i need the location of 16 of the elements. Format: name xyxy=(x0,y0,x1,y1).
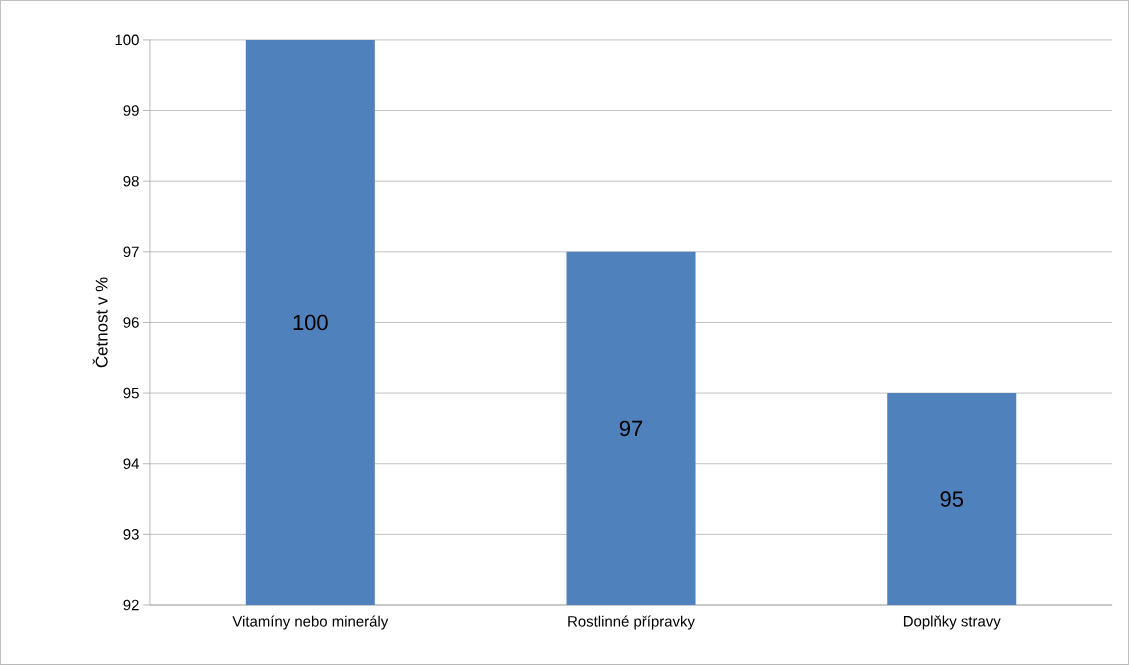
y-tick-label: 97 xyxy=(123,246,139,258)
y-tick-label: 98 xyxy=(123,175,139,187)
y-axis-title: Četnost v % xyxy=(92,277,108,368)
x-tick-label: Rostlinné přípravky xyxy=(568,615,695,630)
x-tick-label: Vitamíny nebo minerály xyxy=(232,615,389,630)
y-tick-label: 99 xyxy=(123,105,139,116)
y-tick-label: 100 xyxy=(115,34,139,46)
y-tick-label: 95 xyxy=(123,387,139,399)
y-tick-label: 93 xyxy=(123,529,139,540)
y-tick-label: 94 xyxy=(123,458,139,470)
x-tick-label: Doplňky stravy xyxy=(903,615,1001,630)
y-tick-label: 96 xyxy=(123,317,139,328)
y-tick-label: 92 xyxy=(123,599,139,611)
data-label: 95 xyxy=(940,491,964,507)
data-label: 97 xyxy=(619,420,643,437)
data-label: 100 xyxy=(293,314,328,331)
